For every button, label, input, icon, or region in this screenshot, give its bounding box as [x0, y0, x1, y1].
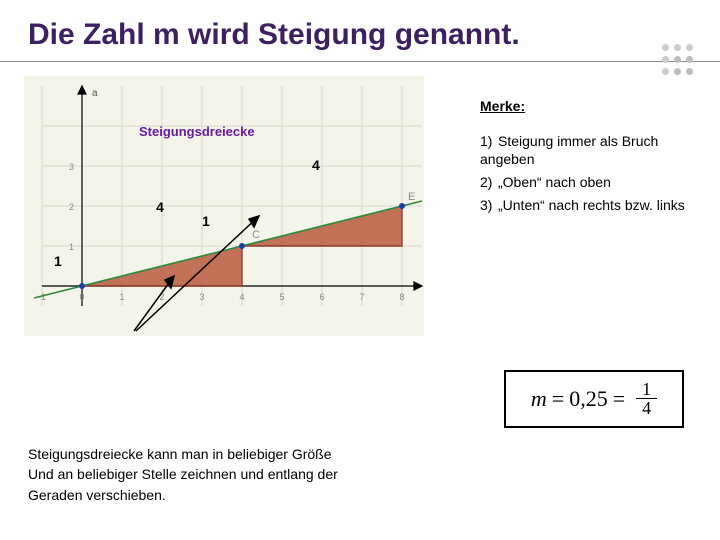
svg-text:2: 2: [69, 202, 74, 212]
merke-item-1: 1)Steigung immer als Bruch angeben: [480, 132, 690, 170]
svg-text:1: 1: [69, 242, 74, 252]
content-area: -1 0 1 2 3 4 5 6 7 8 1 2 3 a: [0, 62, 720, 82]
footer-line-1: Steigungsdreiecke kann man in beliebiger…: [28, 444, 428, 464]
formula-decimal: 0,25: [569, 386, 608, 412]
merke-item-1-num: 1): [480, 132, 498, 151]
merke-item-2-text: „Oben“ nach oben: [498, 174, 611, 190]
merke-item-3-text: „Unten“ nach rechts bzw. links: [498, 197, 685, 213]
svg-text:3: 3: [199, 292, 204, 302]
merke-item-2-num: 2): [480, 173, 498, 192]
svg-text:0: 0: [79, 292, 84, 302]
rise-label-left: 1: [54, 253, 62, 269]
page-title: Die Zahl m wird Steigung genannt.: [28, 18, 692, 53]
svg-text:6: 6: [319, 292, 324, 302]
point-c: [239, 243, 245, 249]
point-e: [399, 203, 405, 209]
merke-panel: Merke: 1)Steigung immer als Bruch angebe…: [480, 98, 690, 220]
footer-line-3: Geraden verschieben.: [28, 485, 428, 505]
merke-list: 1)Steigung immer als Bruch angeben 2)„Ob…: [480, 132, 690, 216]
slope-chart: -1 0 1 2 3 4 5 6 7 8 1 2 3 a: [24, 76, 424, 336]
formula-eq2: =: [613, 386, 625, 412]
point-c-label: C: [252, 229, 260, 241]
svg-text:1: 1: [119, 292, 124, 302]
formula-numerator: 1: [636, 380, 657, 399]
svg-text:5: 5: [279, 292, 284, 302]
y-axis-label: a: [92, 88, 98, 99]
footer-line-2: Und an beliebiger Stelle zeichnen und en…: [28, 464, 428, 484]
merke-item-2: 2)„Oben“ nach oben: [480, 173, 690, 192]
rise-label-1: 1: [202, 213, 210, 229]
formula-fraction: 1 4: [636, 380, 657, 419]
formula-m: m: [531, 386, 547, 412]
formula-eq1: =: [552, 386, 564, 412]
merke-heading: Merke:: [480, 98, 690, 114]
svg-text:3: 3: [69, 162, 74, 172]
svg-text:4: 4: [239, 292, 244, 302]
run-label-1-alt: 4: [156, 199, 164, 215]
merke-item-1-text: Steigung immer als Bruch angeben: [480, 133, 658, 168]
run-label-2: 4: [312, 157, 320, 173]
title-bar: Die Zahl m wird Steigung genannt.: [0, 0, 720, 62]
merke-item-3: 3)„Unten“ nach rechts bzw. links: [480, 196, 690, 215]
point-e-label: E: [408, 191, 415, 203]
svg-text:8: 8: [399, 292, 404, 302]
chart-caption: Steigungsdreiecke: [139, 124, 255, 139]
point-origin: [79, 283, 85, 289]
formula-denominator: 4: [636, 399, 657, 419]
footer-note: Steigungsdreiecke kann man in beliebiger…: [28, 444, 428, 505]
formula-box: m = 0,25 = 1 4: [504, 370, 684, 428]
svg-text:7: 7: [359, 292, 364, 302]
chart-svg: -1 0 1 2 3 4 5 6 7 8 1 2 3 a: [24, 76, 424, 336]
merke-item-3-num: 3): [480, 196, 498, 215]
